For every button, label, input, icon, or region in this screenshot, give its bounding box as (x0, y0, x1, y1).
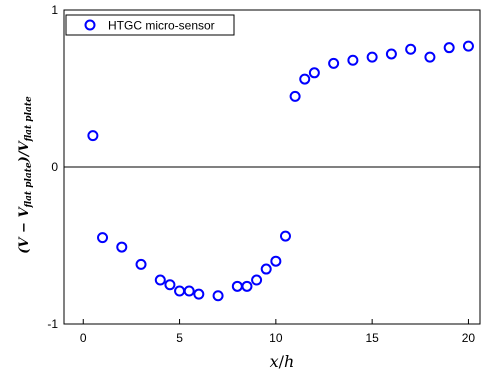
data-point (347, 54, 359, 66)
data-point (251, 274, 263, 286)
y-axis-ticks: -1 0 1 (47, 3, 69, 331)
data-point (289, 90, 301, 102)
data-point (279, 230, 291, 242)
data-point (260, 263, 272, 275)
x-tick-label: 10 (269, 331, 283, 345)
data-points (87, 40, 474, 302)
data-point (135, 258, 147, 270)
x-axis-ticks: 0 5 10 15 20 (80, 319, 476, 345)
legend-marker (84, 19, 96, 31)
x-axis-label: x/h (270, 352, 295, 371)
data-point (462, 40, 474, 52)
data-point (212, 290, 224, 302)
data-point (97, 232, 109, 244)
data-point (385, 48, 397, 60)
legend-label: HTGC micro-sensor (108, 19, 215, 33)
data-point (174, 285, 186, 297)
data-point (424, 51, 436, 63)
data-point (87, 130, 99, 142)
x-tick-label: 15 (365, 331, 379, 345)
x-tick-label: 20 (462, 331, 476, 345)
data-point (154, 274, 166, 286)
data-point (164, 279, 176, 291)
y-tick-label: 0 (51, 160, 58, 174)
data-point (299, 73, 311, 85)
data-point (231, 280, 243, 292)
data-point (193, 288, 205, 300)
data-point (366, 51, 378, 63)
data-point (241, 280, 253, 292)
legend-box (65, 14, 235, 36)
data-point (405, 43, 417, 55)
data-point (183, 285, 195, 297)
x-tick-label: 0 (80, 331, 87, 345)
legend: HTGC micro-sensor (65, 14, 235, 36)
data-point (328, 57, 340, 69)
data-point (270, 255, 282, 267)
y-tick-label: -1 (47, 317, 58, 331)
data-point (443, 42, 455, 54)
data-point (308, 67, 320, 79)
x-tick-label: 5 (176, 331, 183, 345)
y-axis-label: (V − Vflat plate)/Vflat plate (17, 96, 34, 254)
data-point (116, 241, 128, 253)
y-tick-label: 1 (51, 3, 58, 17)
